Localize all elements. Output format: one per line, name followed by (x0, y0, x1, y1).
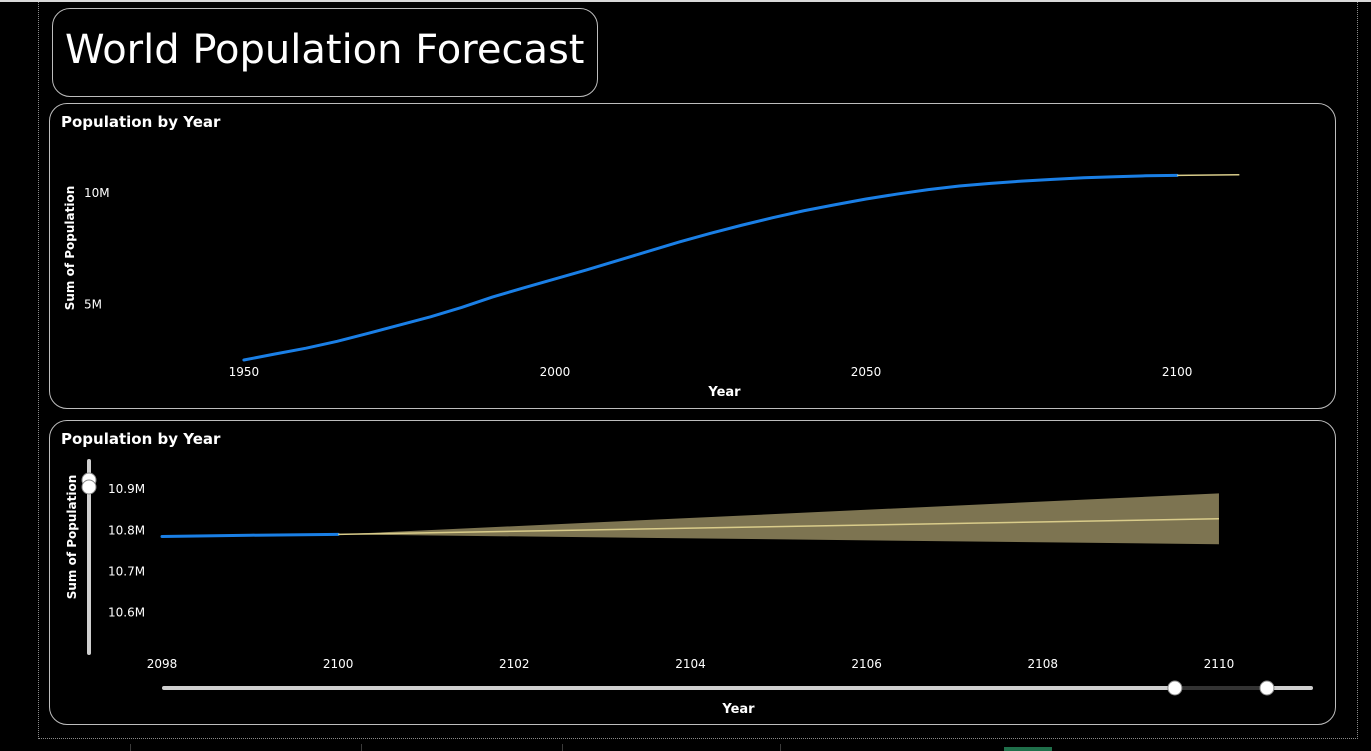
x-tick-label: 2102 (499, 657, 530, 671)
page-tab-separator (130, 744, 131, 751)
chart-title: Population by Year (61, 113, 221, 131)
x-tick-label: 2108 (1028, 657, 1059, 671)
forecast-line (338, 518, 1219, 536)
top-border (0, 0, 1371, 2)
report-page-frame (38, 2, 1358, 739)
x-tick-label: 2100 (323, 657, 354, 671)
y-tick-label: 10.8M (108, 523, 145, 537)
x-axis-label: Year (707, 385, 741, 400)
x-zoom-slider-track (162, 686, 1313, 690)
active-page-tab[interactable] (1004, 747, 1052, 751)
population-chart-panel[interactable]: Population by Year 5M 10M 1950 2000 2050 2100… (49, 103, 1336, 409)
x-zoom-handle-left[interactable] (1167, 680, 1183, 696)
y-axis-label: Sum of Population (65, 475, 79, 600)
x-tick-label: 2100 (1162, 365, 1193, 379)
x-tick-label: 2050 (851, 365, 882, 379)
x-zoom-selected-range (1174, 686, 1267, 690)
chart-title: Population by Year (61, 430, 221, 448)
actual-population-line (160, 532, 340, 538)
title-card[interactable]: World Population Forecast (52, 8, 598, 97)
report-title: World Population Forecast (65, 27, 585, 73)
forecast-line (1177, 173, 1240, 177)
population-line-chart[interactable]: 5M 10M 1950 2000 2050 2100 Year Sum of Populati… (50, 104, 1335, 408)
population-forecast-chart-panel[interactable]: Population by Year 10.6M 10.7M 10.8M 10.9M 2… (49, 420, 1336, 725)
confidence-band (338, 493, 1219, 545)
x-tick-label: 1950 (229, 365, 260, 379)
page-tabs-strip (0, 742, 1371, 751)
x-zoom-handle-right[interactable] (1259, 680, 1275, 696)
x-tick-label: 2098 (147, 657, 178, 671)
y-tick-label: 5M (84, 297, 102, 311)
x-tick-label: 2110 (1204, 657, 1235, 671)
y-axis-label: Sum of Population (63, 186, 77, 311)
x-tick-label: 2104 (675, 657, 706, 671)
y-tick-label: 10.7M (108, 564, 145, 578)
y-tick-label: 10.6M (108, 605, 145, 619)
x-axis-label: Year (721, 702, 755, 717)
x-tick-label: 2000 (540, 365, 571, 379)
page-tab-separator (562, 744, 563, 751)
x-tick-label: 2106 (851, 657, 882, 671)
y-zoom-slider-track (87, 459, 91, 655)
page-tab-separator (361, 744, 362, 751)
y-tick-label: 10.9M (108, 482, 145, 496)
y-zoom-handle-bottom[interactable] (81, 479, 97, 495)
population-forecast-chart[interactable]: 10.6M 10.7M 10.8M 10.9M 2098 2100 2102 2104 2106… (50, 421, 1335, 724)
y-tick-label: 10M (84, 186, 110, 200)
page-tab-separator (780, 744, 781, 751)
actual-population-line (242, 173, 1179, 362)
